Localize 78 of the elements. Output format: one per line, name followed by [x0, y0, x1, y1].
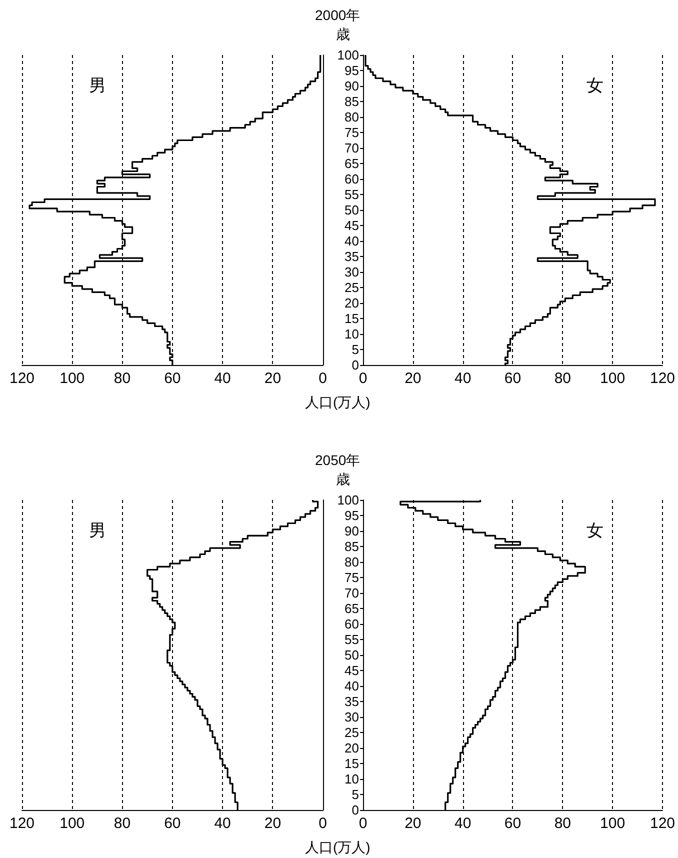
y-tick-label: 50 [344, 648, 359, 662]
x-tick-label: 120 [9, 815, 35, 832]
chart-title: 2000年 [315, 7, 360, 23]
x-tick-label: 80 [554, 815, 571, 832]
y-tick-label: 85 [344, 94, 359, 109]
annotation: 男 [88, 521, 106, 540]
y-tick-label: 30 [344, 710, 359, 724]
y-axis-title: 歳 [336, 26, 350, 42]
x-tick-label: 100 [600, 370, 626, 387]
x-tick-label: 120 [9, 370, 35, 387]
y-tick-label: 45 [344, 663, 359, 678]
x-axis-title: 人口(万人) [305, 394, 370, 410]
y-tick-label: 60 [344, 616, 359, 632]
y-tick-label: 45 [344, 218, 359, 233]
y-tick-label: 5 [352, 342, 359, 357]
y-tick-label: 90 [344, 78, 359, 94]
x-tick-label: 80 [114, 370, 131, 387]
y-tick-label: 95 [344, 63, 359, 78]
y-tick-label: 65 [344, 601, 359, 616]
y-tick-label: 30 [344, 264, 359, 280]
y-tick-label: 55 [344, 632, 359, 647]
y-tick-label: 15 [344, 756, 359, 771]
annotation: 男 [88, 76, 106, 95]
y-tick-label: 80 [344, 554, 359, 570]
y-tick-label: 40 [344, 678, 359, 694]
x-tick-label: 100 [60, 370, 85, 387]
y-tick-label: 70 [344, 586, 359, 600]
y-tick-label: 55 [344, 187, 359, 202]
x-tick-label: 0 [318, 815, 327, 832]
y-tick-label: 10 [344, 326, 359, 342]
x-tick-label: 40 [214, 815, 231, 832]
annotation: 女 [586, 76, 604, 95]
x-tick-label: 60 [164, 815, 181, 832]
x-tick-label: 0 [318, 370, 327, 387]
x-tick-label: 120 [650, 815, 675, 832]
y-tick-label: 85 [344, 539, 359, 554]
y-tick-label: 35 [344, 249, 359, 264]
x-tick-label: 80 [554, 370, 571, 387]
x-tick-label: 20 [264, 370, 282, 387]
x-tick-label: 100 [600, 815, 626, 832]
x-tick-label: 60 [164, 370, 181, 387]
y-tick-label: 65 [344, 156, 359, 171]
y-tick-label: 50 [344, 202, 359, 218]
x-tick-label: 40 [454, 370, 472, 387]
y-tick-label: 90 [344, 524, 359, 538]
y-tick-label: 20 [344, 740, 359, 756]
x-tick-label: 40 [454, 815, 472, 832]
x-tick-label: 80 [114, 815, 131, 832]
y-tick-label: 75 [344, 125, 359, 140]
y-tick-label: 15 [344, 311, 359, 326]
x-tick-label: 60 [504, 815, 522, 832]
y-tick-label: 80 [344, 110, 359, 124]
y-tick-label: 60 [344, 172, 359, 186]
y-tick-label: 5 [352, 787, 359, 802]
x-tick-label: 20 [404, 370, 422, 387]
x-axis-title: 人口(万人) [305, 839, 370, 855]
x-tick-label: 120 [650, 370, 675, 387]
x-tick-label: 40 [214, 370, 231, 387]
y-tick-label: 100 [337, 48, 359, 62]
x-tick-label: 100 [60, 815, 85, 832]
y-tick-label: 75 [344, 570, 359, 585]
y-tick-label: 100 [337, 492, 359, 508]
y-tick-label: 40 [344, 234, 359, 248]
y-tick-label: 95 [344, 508, 359, 523]
x-tick-label: 20 [264, 815, 282, 832]
x-tick-label: 60 [504, 370, 522, 387]
y-tick-label: 0 [352, 358, 359, 372]
y-tick-label: 35 [344, 694, 359, 709]
y-tick-label: 20 [344, 296, 359, 310]
annotation: 女 [586, 521, 604, 540]
y-tick-label: 25 [344, 725, 359, 740]
y-tick-label: 10 [344, 772, 359, 786]
chart-title: 2050年 [315, 452, 360, 468]
y-tick-label: 25 [344, 280, 359, 295]
y-tick-label: 0 [352, 802, 359, 818]
y-axis-title: 歳 [336, 471, 350, 487]
x-tick-label: 20 [404, 815, 422, 832]
y-tick-label: 70 [344, 140, 359, 156]
